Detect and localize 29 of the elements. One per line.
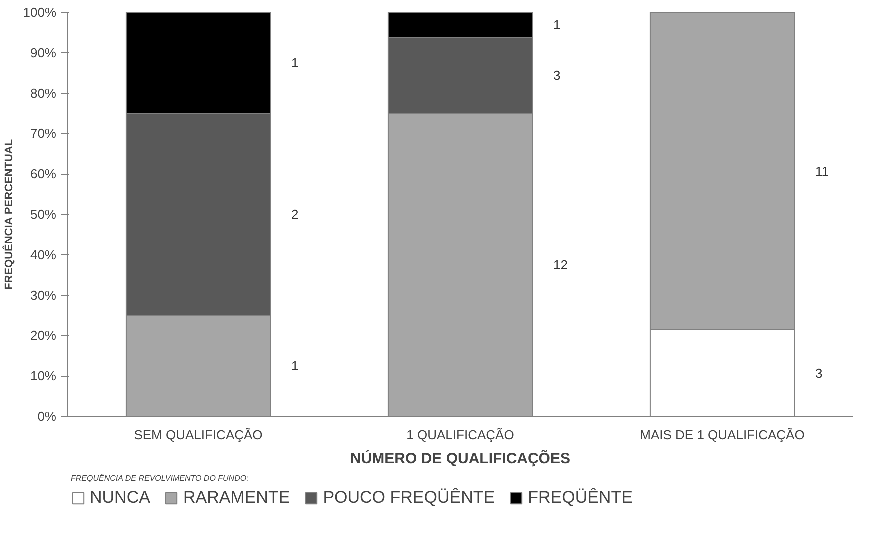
y-tick-label: 30% — [30, 288, 57, 303]
annotation: 3 — [554, 68, 561, 84]
x-tick-label: MAIS DE 1 QUALIFICAÇÃO — [640, 428, 805, 442]
annotation: 1 — [292, 358, 299, 374]
legend-label: NUNCA — [90, 488, 150, 508]
y-tick-label: 60% — [30, 166, 57, 182]
y-tick-label: 100% — [23, 5, 57, 20]
annotation: 12 — [554, 258, 568, 272]
y-axis-title: FREQUÊNCIA PERCENTUAL — [2, 139, 16, 290]
legend-label: POUCO FREQÜÊNTE — [323, 488, 496, 508]
x-tick-label: 1 QUALIFICAÇÃO — [406, 428, 514, 442]
y-tick-label: 20% — [30, 328, 57, 344]
y-tick-label: 50% — [30, 207, 57, 222]
y-tick-label: 80% — [30, 86, 57, 101]
y-tick-label: 0% — [38, 409, 57, 424]
annotation: 11 — [816, 164, 830, 179]
legend-title: FREQUÊNCIA DE REVOLVIMENTO DO FUNDO: — [71, 474, 250, 483]
y-tick-label: 70% — [30, 126, 57, 142]
y-tick-label: 10% — [30, 368, 57, 384]
annotation: 1 — [554, 18, 561, 33]
y-tick-label: 90% — [30, 45, 57, 60]
x-tick-label: SEM QUALIFICAÇÃO — [134, 428, 263, 442]
annotation: 1 — [292, 56, 299, 70]
legend-label: FREQÜÊNTE — [528, 488, 633, 508]
x-axis-title: NÚMERO DE QUALIFICAÇÕES — [350, 450, 571, 468]
annotation: 2 — [292, 207, 299, 222]
legend-label: RARAMENTE — [183, 488, 290, 508]
y-tick-label: 40% — [30, 247, 57, 262]
annotation: 3 — [816, 366, 823, 381]
